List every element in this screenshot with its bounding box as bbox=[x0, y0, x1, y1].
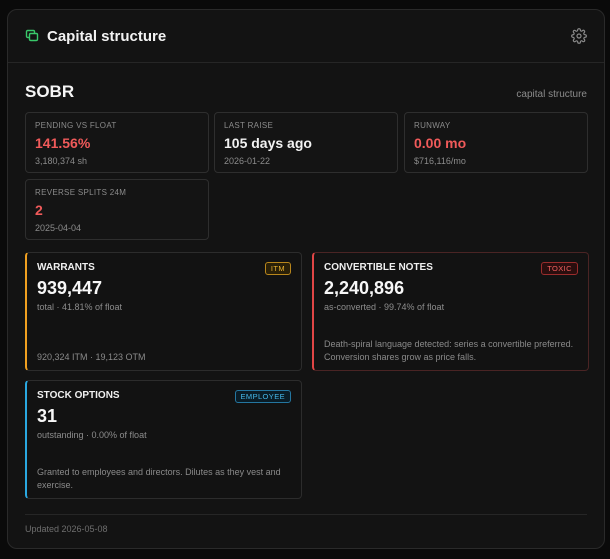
warrants-card: WARRANTS ITM 939,447 total · 41.81% of f… bbox=[25, 252, 302, 371]
stat-reverse-splits: REVERSE SPLITS 24M 2 2025-04-04 bbox=[25, 179, 209, 240]
card-title: STOCK OPTIONS bbox=[37, 390, 120, 401]
capital-structure-panel: Capital structure SOBR capital structure… bbox=[7, 9, 605, 549]
gear-icon[interactable] bbox=[571, 28, 587, 44]
employee-badge: EMPLOYEE bbox=[234, 390, 291, 403]
card-description: Granted to employees and directors. Dilu… bbox=[37, 467, 281, 490]
stat-label: REVERSE SPLITS 24M bbox=[35, 188, 127, 197]
card-title: CONVERTIBLE NOTES bbox=[324, 262, 433, 273]
stock-options-card: STOCK OPTIONS EMPLOYEE 31 outstanding · … bbox=[25, 380, 302, 499]
stat-label: LAST RAISE bbox=[224, 121, 274, 130]
stat-value: 141.56% bbox=[35, 135, 91, 151]
stat-sub: $716,116/mo bbox=[414, 156, 466, 166]
card-detail: 920,324 ITM · 19,123 OTM bbox=[37, 352, 146, 362]
section-tag: capital structure bbox=[516, 89, 587, 100]
stat-sub: 2026-01-22 bbox=[224, 156, 271, 166]
convertible-notes-card: CONVERTIBLE NOTES TOXIC 2,240,896 as-con… bbox=[312, 252, 589, 371]
itm-badge: ITM bbox=[264, 262, 291, 275]
card-value: 939,447 bbox=[37, 278, 103, 298]
updated-timestamp: Updated 2026-05-08 bbox=[25, 524, 108, 534]
toxic-badge: TOXIC bbox=[541, 262, 578, 275]
card-description: Death-spiral language detected: series a… bbox=[324, 339, 574, 362]
card-meta: outstanding · 0.00% of float bbox=[37, 430, 147, 440]
ticker-row: SOBR capital structure bbox=[25, 82, 587, 102]
card-meta: as-converted · 99.74% of float bbox=[324, 302, 445, 312]
card-title: WARRANTS bbox=[37, 262, 95, 273]
ticker-symbol: SOBR bbox=[25, 82, 75, 101]
stat-sub: 3,180,374 sh bbox=[35, 156, 88, 166]
stat-value: 105 days ago bbox=[224, 135, 312, 151]
stat-runway: RUNWAY 0.00 mo $716,116/mo bbox=[404, 112, 588, 173]
stat-value: 0.00 mo bbox=[414, 135, 467, 151]
card-value: 2,240,896 bbox=[324, 278, 405, 298]
footer-divider bbox=[25, 514, 587, 515]
panel-header: Capital structure bbox=[8, 10, 604, 63]
panel-title: Capital structure bbox=[47, 27, 167, 45]
stat-sub: 2025-04-04 bbox=[35, 223, 82, 233]
stat-value: 2 bbox=[35, 202, 43, 218]
card-meta: total · 41.81% of float bbox=[37, 302, 123, 312]
stat-label: PENDING VS FLOAT bbox=[35, 121, 117, 130]
card-value: 31 bbox=[37, 406, 58, 426]
stat-last-raise: LAST RAISE 105 days ago 2026-01-22 bbox=[214, 112, 398, 173]
stat-pending-vs-float: PENDING VS FLOAT 141.56% 3,180,374 sh bbox=[25, 112, 209, 173]
stat-label: RUNWAY bbox=[414, 121, 451, 130]
layers-icon bbox=[25, 29, 39, 43]
